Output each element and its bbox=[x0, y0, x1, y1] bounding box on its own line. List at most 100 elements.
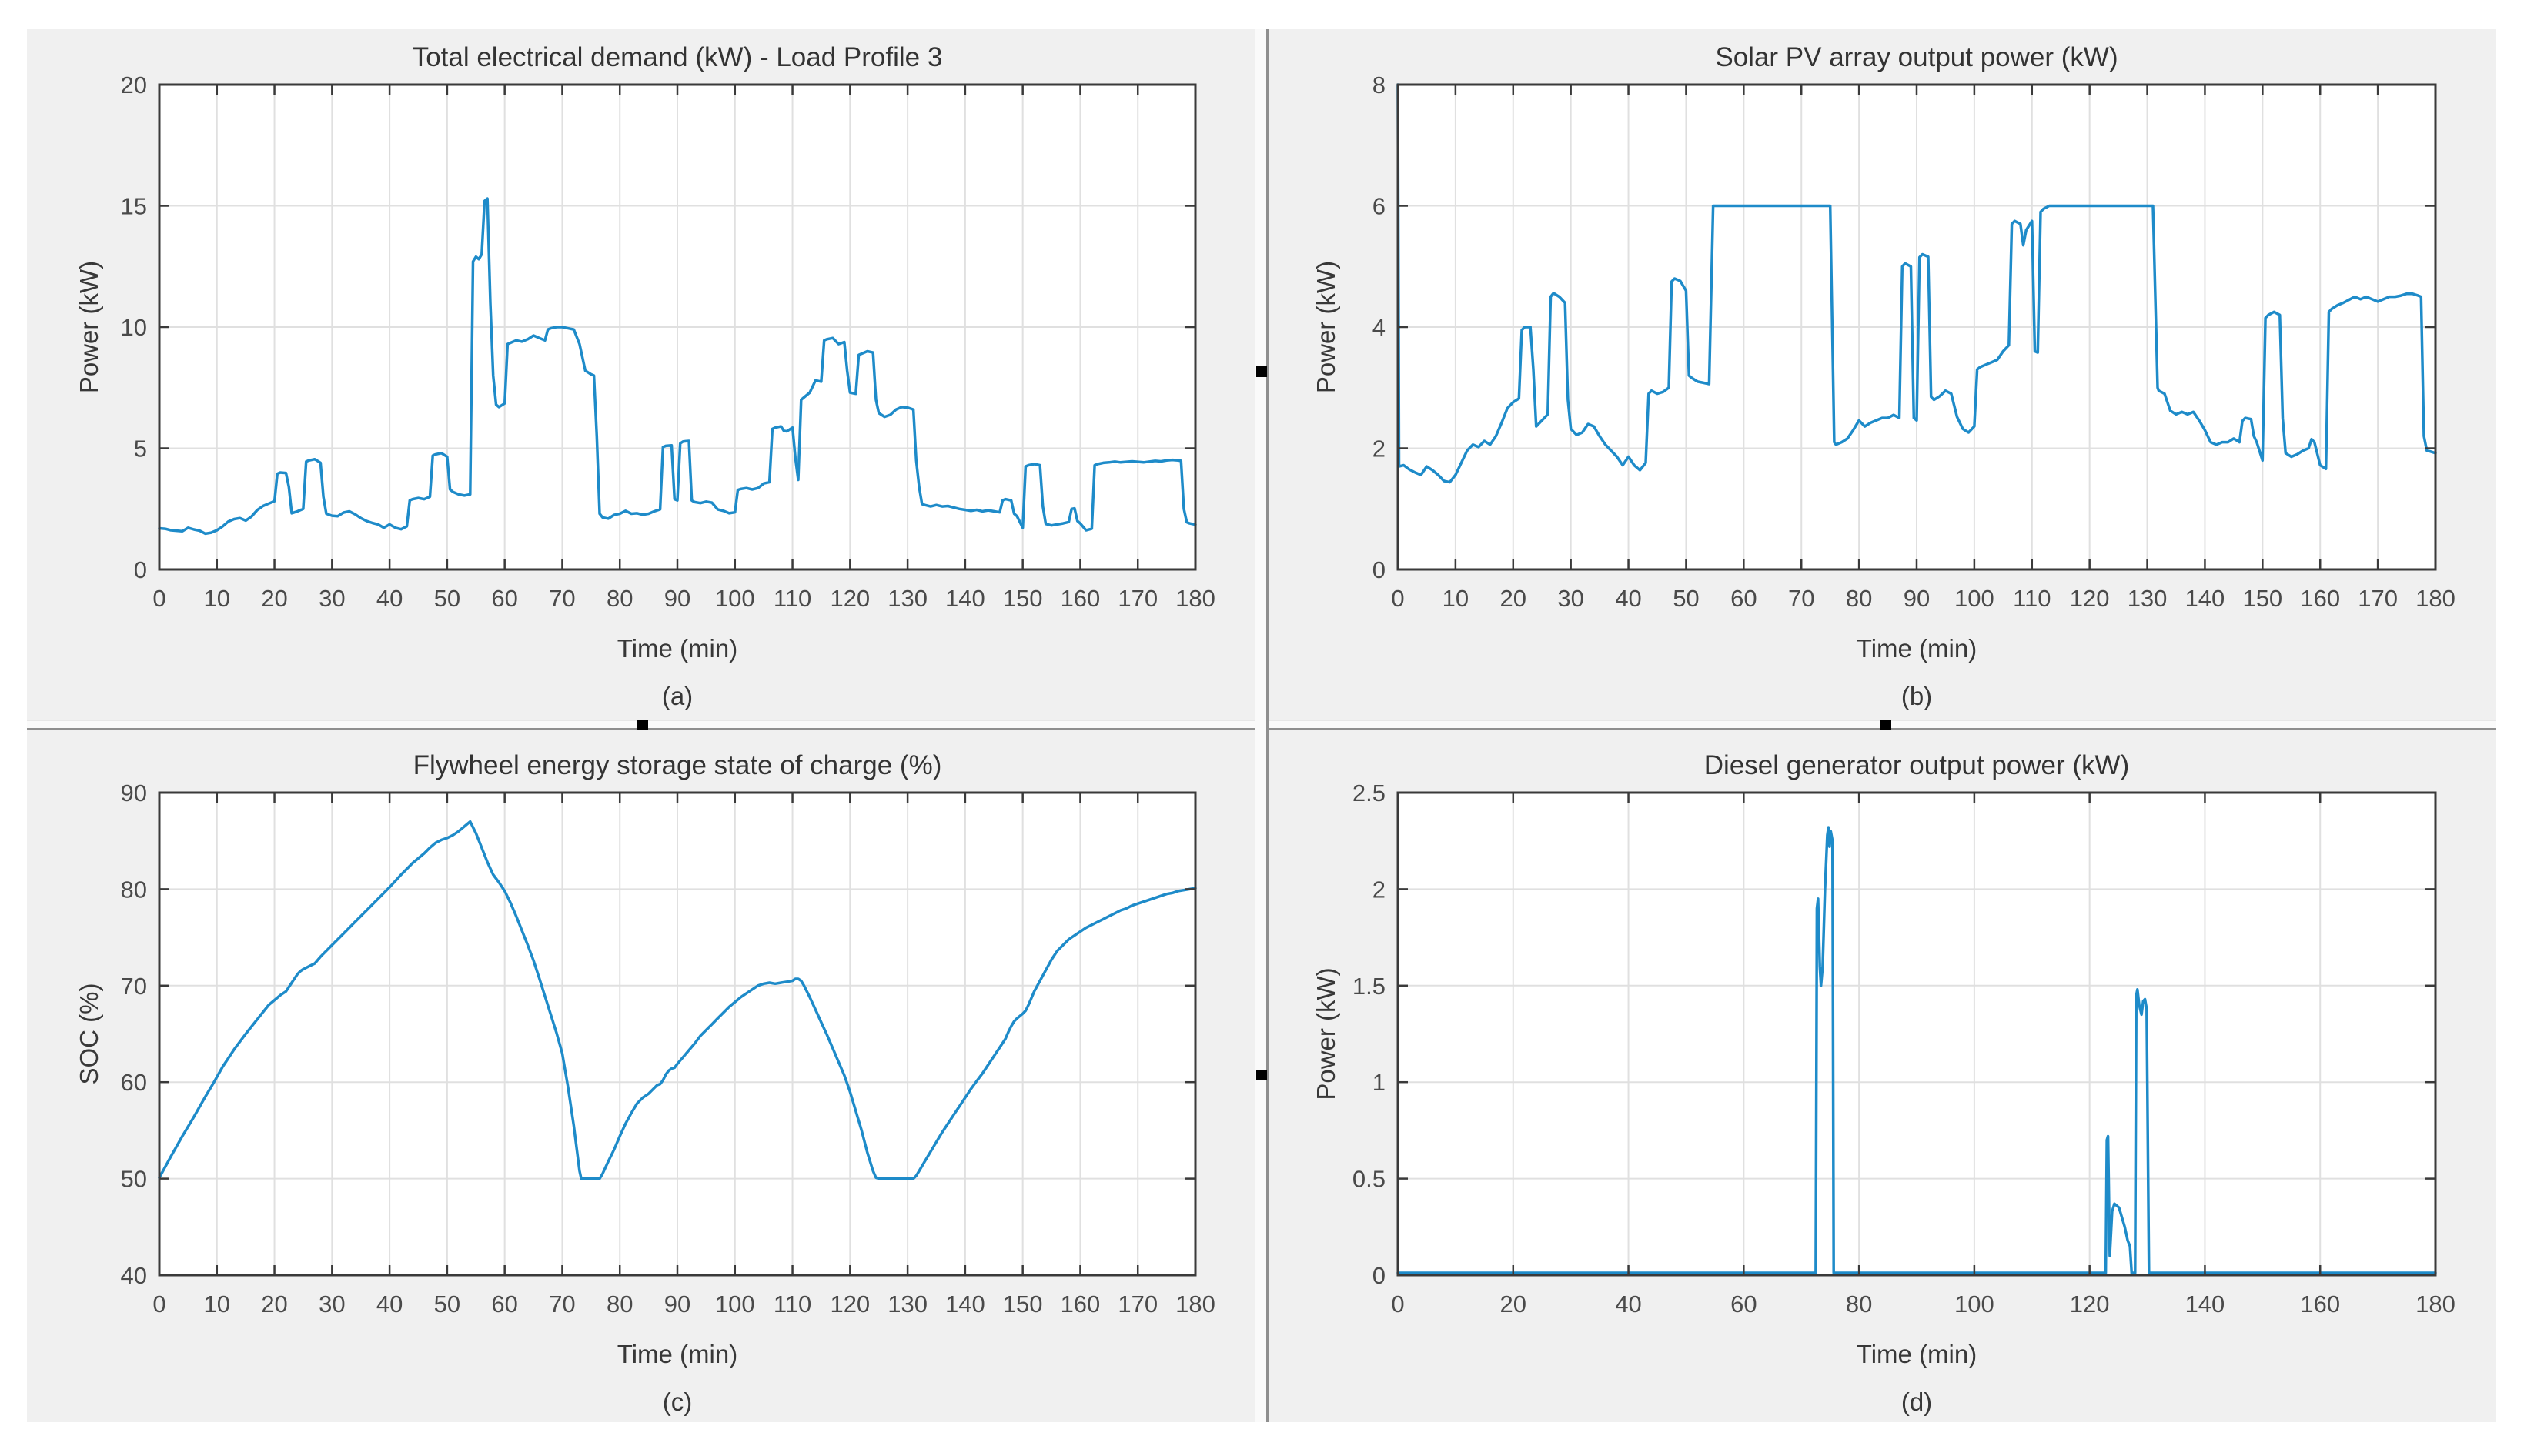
x-tick-label: 170 bbox=[1118, 585, 1158, 612]
chart-c: 0 10 20 30 40 50 60 70 80 90 100 110 120 130 140 150 160… bbox=[75, 750, 1215, 1416]
x-tick-label: 140 bbox=[945, 585, 985, 612]
x-tick-label: 30 bbox=[1557, 585, 1583, 612]
x-tick-label: 120 bbox=[830, 1291, 870, 1317]
subplot-caption: (c) bbox=[663, 1388, 692, 1416]
x-tick-label: 150 bbox=[2242, 585, 2282, 612]
y-axis-label: Power (kW) bbox=[75, 261, 103, 393]
y-tick-label: 1 bbox=[1372, 1069, 1386, 1096]
y-tick-label: 90 bbox=[121, 780, 147, 806]
axes-box bbox=[1396, 791, 2437, 1277]
x-axis-label: Time (min) bbox=[617, 1340, 737, 1368]
series-line-demand bbox=[158, 197, 1197, 536]
x-tick-label: 180 bbox=[1175, 585, 1215, 612]
x-tick-label: 40 bbox=[376, 1291, 403, 1317]
x-tick-label: 0 bbox=[1391, 1291, 1404, 1317]
plot-area bbox=[1398, 793, 2435, 1275]
x-tick-label: 130 bbox=[2128, 585, 2168, 612]
y-tick-label: 2.5 bbox=[1352, 780, 1386, 806]
x-tick-label: 150 bbox=[1003, 1291, 1043, 1317]
x-tick-label: 50 bbox=[434, 1291, 460, 1317]
x-tick-label: 180 bbox=[1175, 1291, 1215, 1317]
x-tick-label: 80 bbox=[607, 585, 633, 612]
subplot-caption: (d) bbox=[1901, 1388, 1932, 1416]
chart-title: Diesel generator output power (kW) bbox=[1704, 750, 2129, 780]
x-tick-label: 120 bbox=[830, 585, 870, 612]
x-tick-label: 0 bbox=[152, 1291, 165, 1317]
chart-title: Solar PV array output power (kW) bbox=[1715, 42, 2118, 72]
x-tick-label: 110 bbox=[774, 1291, 811, 1317]
series-line-diesel_output bbox=[1396, 826, 2437, 1274]
x-tick-label: 100 bbox=[715, 1291, 755, 1317]
x-tick-label: 20 bbox=[1500, 1291, 1526, 1317]
panel-diesel-chart: 0 20 40 60 80 100 120 140 160 180 0 0.5 1 1.5 2 2.5 Dies… bbox=[1269, 730, 2496, 1422]
x-tick-label: 80 bbox=[607, 1291, 633, 1317]
y-tick-label: 1.5 bbox=[1352, 973, 1386, 1000]
x-tick-label: 110 bbox=[774, 585, 811, 612]
x-tick-label: 60 bbox=[491, 585, 517, 612]
x-tick-label: 70 bbox=[549, 1291, 575, 1317]
x-tick-label: 170 bbox=[2358, 585, 2398, 612]
x-tick-label: 110 bbox=[2013, 585, 2051, 612]
y-tick-label: 40 bbox=[121, 1262, 147, 1289]
x-tick-label: 20 bbox=[1500, 585, 1526, 612]
x-tick-label: 30 bbox=[319, 1291, 345, 1317]
x-tick-label: 40 bbox=[1615, 585, 1641, 612]
chart-b: 0 10 20 30 40 50 60 70 80 90 100 110 120 130 140 150 160… bbox=[1312, 42, 2455, 710]
y-tick-label: 6 bbox=[1372, 193, 1386, 220]
series-line-soc bbox=[158, 820, 1197, 1180]
y-tick-label: 0 bbox=[134, 556, 147, 583]
x-tick-label: 150 bbox=[1003, 585, 1043, 612]
x-axis-label: Time (min) bbox=[1857, 1340, 1977, 1368]
y-tick-label: 70 bbox=[121, 973, 147, 1000]
chart-a: 0 10 20 30 40 50 60 70 80 90 100 110 120 130 140 150 160… bbox=[75, 42, 1215, 710]
y-tick-label: 10 bbox=[121, 314, 147, 341]
x-tick-label: 30 bbox=[319, 585, 345, 612]
x-tick-label: 20 bbox=[261, 1291, 287, 1317]
x-tick-label: 130 bbox=[888, 585, 928, 612]
x-tick-label: 50 bbox=[1673, 585, 1699, 612]
y-tick-label: 0 bbox=[1372, 556, 1386, 583]
panel-demand-chart: 0 10 20 30 40 50 60 70 80 90 100 110 120 130 140 150 160… bbox=[27, 29, 1255, 720]
chart-title: Total electrical demand (kW) - Load Prof… bbox=[413, 42, 943, 72]
x-tick-label: 80 bbox=[1846, 585, 1872, 612]
y-tick-label: 5 bbox=[134, 436, 147, 463]
y-tick-label: 4 bbox=[1372, 314, 1386, 341]
x-tick-label: 160 bbox=[2300, 1291, 2340, 1317]
x-tick-label: 90 bbox=[1904, 585, 1930, 612]
x-tick-label: 130 bbox=[888, 1291, 928, 1317]
splitter-handle[interactable] bbox=[1256, 366, 1267, 377]
x-axis-label: Time (min) bbox=[617, 634, 737, 663]
x-tick-label: 100 bbox=[715, 585, 755, 612]
x-tick-label: 70 bbox=[549, 585, 575, 612]
x-tick-label: 10 bbox=[204, 585, 230, 612]
subplot-caption: (b) bbox=[1901, 682, 1932, 710]
x-tick-label: 90 bbox=[664, 585, 690, 612]
x-tick-label: 160 bbox=[1061, 585, 1101, 612]
x-tick-label: 120 bbox=[2070, 1291, 2110, 1317]
splitter-handle[interactable] bbox=[1256, 1070, 1267, 1080]
splitter-handle[interactable] bbox=[1880, 720, 1891, 730]
x-tick-label: 70 bbox=[1788, 585, 1814, 612]
x-tick-label: 10 bbox=[1443, 585, 1469, 612]
splitter-handle[interactable] bbox=[637, 720, 648, 730]
x-tick-label: 160 bbox=[1061, 1291, 1101, 1317]
x-tick-label: 10 bbox=[204, 1291, 230, 1317]
y-axis-label: Power (kW) bbox=[1312, 261, 1340, 393]
y-tick-label: 2 bbox=[1372, 436, 1386, 463]
x-tick-label: 90 bbox=[664, 1291, 690, 1317]
x-tick-label: 60 bbox=[1730, 1291, 1757, 1317]
chart-d: 0 20 40 60 80 100 120 140 160 180 0 0.5 1 1.5 2 2.5 Dies… bbox=[1312, 750, 2455, 1416]
y-tick-label: 0 bbox=[1372, 1262, 1386, 1289]
panel-soc-chart: 0 10 20 30 40 50 60 70 80 90 100 110 120 130 140 150 160… bbox=[27, 730, 1255, 1422]
x-tick-label: 120 bbox=[2070, 585, 2110, 612]
x-tick-label: 170 bbox=[1118, 1291, 1158, 1317]
x-tick-label: 140 bbox=[2185, 1291, 2225, 1317]
vertical-splitter[interactable] bbox=[1255, 29, 1269, 1422]
y-tick-label: 20 bbox=[121, 72, 147, 99]
series-line-pv_output bbox=[1396, 83, 2437, 484]
y-tick-label: 0.5 bbox=[1352, 1166, 1386, 1193]
x-tick-label: 20 bbox=[261, 585, 287, 612]
x-tick-label: 100 bbox=[1954, 1291, 1994, 1317]
x-tick-label: 0 bbox=[152, 585, 165, 612]
y-tick-label: 15 bbox=[121, 193, 147, 220]
